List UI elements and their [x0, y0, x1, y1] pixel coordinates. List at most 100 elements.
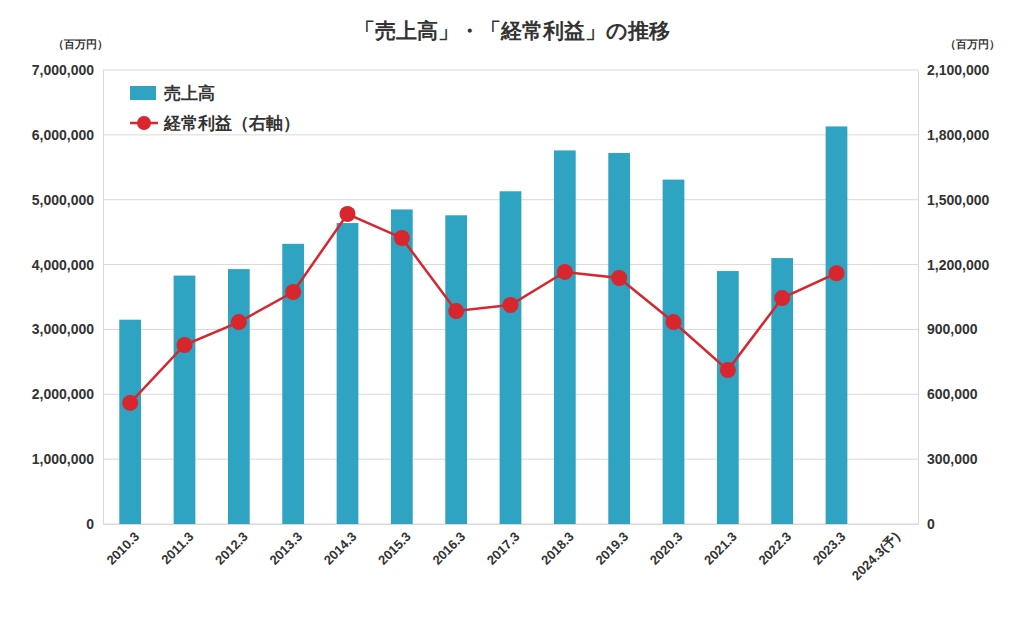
legend-marker — [137, 116, 151, 130]
x-axis-tick: 2023.3 — [810, 524, 849, 568]
y-axis-tick-label: 0 — [86, 516, 94, 532]
x-axis-tick: 2024.3(予) — [849, 524, 903, 583]
y2-axis-tick: 1,800,000 — [918, 127, 989, 143]
x-axis-tick-label: 2014.3 — [321, 529, 360, 568]
y2-axis-tick-label: 900,000 — [927, 321, 978, 337]
x-axis-tick-label: 2013.3 — [266, 529, 305, 568]
bar — [771, 258, 793, 524]
x-axis-tick-label: 2017.3 — [484, 529, 523, 568]
grid — [103, 70, 918, 524]
bar — [119, 320, 141, 524]
x-axis-tick: 2015.3 — [375, 524, 414, 568]
marker — [774, 290, 790, 306]
legend-item: 売上高 — [130, 83, 215, 103]
y2-axis: 0 300,000 600,000 900,000 1,200,000 1,500,000… — [918, 62, 989, 532]
y-axis-tick: 1,000,000 — [32, 451, 103, 467]
x-axis-tick: 2020.3 — [647, 524, 686, 568]
x-axis-tick-label: 2012.3 — [212, 529, 251, 568]
plot-area — [119, 126, 847, 524]
x-axis-tick: 2010.3 — [103, 524, 142, 568]
x-axis-line — [104, 524, 919, 525]
y2-axis-tick: 300,000 — [918, 451, 978, 467]
x-axis-tick-label: 2015.3 — [375, 529, 414, 568]
y-axis-tick-label: 4,000,000 — [32, 257, 94, 273]
bar — [228, 269, 250, 524]
x-axis-tick: 2011.3 — [158, 524, 196, 567]
x-axis-tick-label: 2021.3 — [701, 529, 740, 568]
marker — [122, 395, 138, 411]
y-axis-tick: 6,000,000 — [32, 127, 103, 143]
y-axis-tick: 0 — [86, 516, 103, 532]
bar — [174, 276, 196, 524]
x-axis-tick-label: 2011.3 — [158, 529, 196, 567]
y-axis-tick-label: 3,000,000 — [32, 321, 94, 337]
bar — [337, 223, 359, 524]
bar — [663, 180, 685, 524]
marker — [503, 297, 519, 313]
marker — [829, 265, 845, 281]
x-axis-tick: 2013.3 — [266, 524, 305, 568]
x-axis-tick-label: 2016.3 — [429, 529, 468, 568]
y-axis-tick-label: 1,000,000 — [32, 451, 94, 467]
marker — [394, 230, 410, 246]
bar — [282, 244, 304, 524]
line — [130, 214, 836, 403]
x-axis-tick: 2016.3 — [429, 524, 468, 568]
y2-axis-tick-label: 1,500,000 — [927, 192, 989, 208]
y2-axis-tick: 900,000 — [918, 321, 978, 337]
y2-axis-tick-label: 600,000 — [927, 386, 978, 402]
x-axis-tick: 2017.3 — [484, 524, 523, 568]
x-axis-tick-label: 2020.3 — [647, 529, 686, 568]
marker — [340, 206, 356, 222]
grid-line — [103, 70, 918, 71]
y-axis-tick-label: 2,000,000 — [32, 386, 94, 402]
x-axis-tick: 2012.3 — [212, 524, 251, 568]
x-axis-tick-label: 2010.3 — [103, 529, 142, 568]
x-axis-tick-label: 2018.3 — [538, 529, 577, 568]
y2-axis-tick: 2,100,000 — [918, 62, 989, 78]
y-axis-tick-label: 7,000,000 — [32, 62, 94, 78]
marker — [285, 284, 301, 300]
y-axis: 0 1,000,000 2,000,000 3,000,000 4,000,000 5,0… — [32, 62, 104, 532]
y-axis-tick: 2,000,000 — [32, 386, 103, 402]
chart: 「売上高」・「経常利益」の推移（百万円）（百万円）01,000,0002,000… — [0, 0, 1024, 630]
marker — [611, 270, 627, 286]
marker — [448, 303, 464, 319]
x-axis-tick-label: 2023.3 — [810, 529, 849, 568]
bar — [500, 191, 522, 524]
legend-swatch — [130, 86, 156, 100]
y-axis-tick: 3,000,000 — [32, 321, 103, 337]
y2-axis-tick: 1,500,000 — [918, 192, 989, 208]
x-axis-tick: 2021.3 — [701, 524, 740, 568]
legend-item: 経常利益（右軸） — [130, 113, 300, 133]
y-axis-tick: 7,000,000 — [32, 62, 103, 78]
grid-line — [103, 134, 918, 135]
marker — [231, 314, 247, 330]
x-axis-tick: 2018.3 — [538, 524, 577, 568]
y-axis-line — [103, 71, 104, 525]
y2-axis-line — [918, 71, 919, 525]
y2-axis-label: （百万円） — [945, 38, 1000, 51]
y2-axis-tick-label: 0 — [927, 516, 935, 532]
marker — [177, 337, 193, 353]
bar — [554, 150, 576, 524]
y2-axis-tick: 600,000 — [918, 386, 978, 402]
bar — [608, 153, 630, 524]
marker — [557, 264, 573, 280]
y2-axis-tick: 1,200,000 — [918, 257, 989, 273]
x-axis-tick-label: 2024.3(予) — [849, 529, 903, 583]
y2-axis-tick-label: 300,000 — [927, 451, 978, 467]
legend: 売上高経常利益（右軸） — [130, 83, 300, 133]
y-axis-tick-label: 5,000,000 — [32, 192, 94, 208]
title: 「売上高」・「経常利益」の推移 — [354, 19, 670, 43]
y-axis-tick: 4,000,000 — [32, 257, 103, 273]
marker — [666, 314, 682, 330]
x-axis-tick-label: 2019.3 — [592, 529, 631, 568]
legend-label: 経常利益（右軸） — [163, 113, 300, 133]
y2-axis-tick: 0 — [918, 516, 935, 532]
y-axis-tick: 5,000,000 — [32, 192, 103, 208]
bar — [445, 215, 467, 524]
x-axis-tick: 2019.3 — [592, 524, 631, 568]
legend-label: 売上高 — [164, 83, 215, 103]
marker — [720, 362, 736, 378]
